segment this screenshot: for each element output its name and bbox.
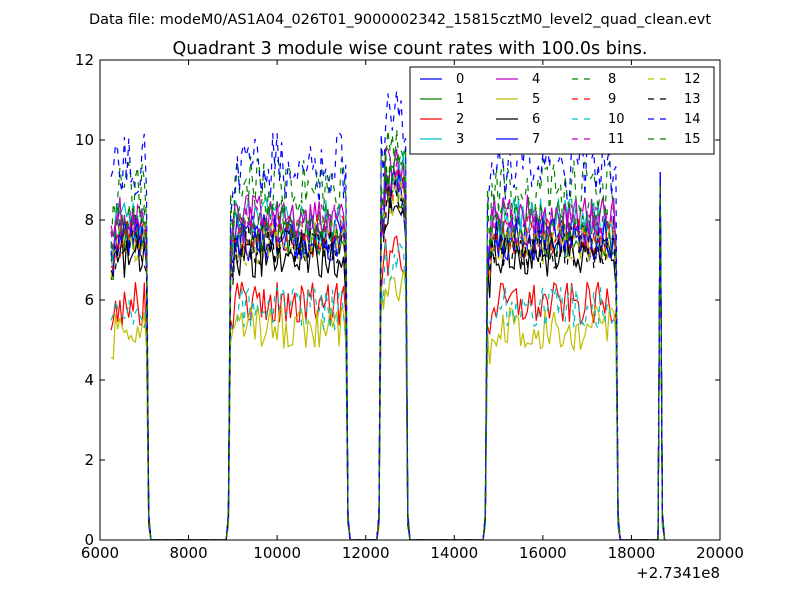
y-tick-label: 10 bbox=[75, 131, 94, 149]
legend-label-7: 7 bbox=[532, 132, 540, 147]
tick-layer: 6000 8000 10000 12000 14000 16000 18000 20000 0 2… bbox=[75, 51, 744, 562]
legend-label-3: 3 bbox=[456, 132, 464, 147]
y-tick-label: 12 bbox=[75, 51, 94, 69]
chart-title: Quadrant 3 module wise count rates with … bbox=[173, 39, 648, 59]
legend-label-14: 14 bbox=[684, 112, 701, 127]
legend-label-15: 15 bbox=[684, 132, 701, 147]
legend-label-13: 13 bbox=[684, 92, 701, 107]
x-tick-label: 10000 bbox=[253, 544, 301, 562]
series-line-11 bbox=[110, 162, 666, 540]
x-tick-label: 6000 bbox=[81, 544, 119, 562]
legend-label-8: 8 bbox=[608, 72, 616, 87]
series-line-15 bbox=[110, 150, 666, 540]
series-line-4 bbox=[110, 147, 666, 540]
x-tick-label: 16000 bbox=[519, 544, 567, 562]
legend-label-12: 12 bbox=[684, 72, 701, 87]
series-line-13 bbox=[110, 178, 666, 540]
x-tick-label: 12000 bbox=[342, 544, 390, 562]
legend-label-6: 6 bbox=[532, 112, 540, 127]
x-tick-label: 8000 bbox=[169, 544, 207, 562]
legend-label-11: 11 bbox=[608, 132, 625, 147]
y-tick-label: 2 bbox=[84, 451, 94, 469]
legend-label-10: 10 bbox=[608, 112, 625, 127]
y-tick-label: 8 bbox=[84, 211, 94, 229]
x-tick-label: 20000 bbox=[696, 544, 744, 562]
y-tick-label: 4 bbox=[84, 371, 94, 389]
y-tick-label: 6 bbox=[84, 291, 94, 309]
x-axis-offset-label: +2.7341e8 bbox=[636, 564, 720, 582]
legend-label-9: 9 bbox=[608, 92, 616, 107]
x-tick-label: 18000 bbox=[608, 544, 656, 562]
legend-label-4: 4 bbox=[532, 72, 540, 87]
series-line-2 bbox=[110, 191, 666, 540]
series-line-10 bbox=[110, 191, 666, 540]
x-tick-label: 14000 bbox=[430, 544, 478, 562]
chart-suptitle: Data file: modeM0/AS1A04_026T01_90000023… bbox=[89, 12, 711, 28]
legend-label-0: 0 bbox=[456, 72, 464, 87]
series-line-5 bbox=[110, 195, 666, 540]
legend-label-2: 2 bbox=[456, 112, 464, 127]
legend-label-1: 1 bbox=[456, 92, 464, 107]
y-tick-label: 0 bbox=[84, 531, 94, 549]
legend-label-5: 5 bbox=[532, 92, 540, 107]
